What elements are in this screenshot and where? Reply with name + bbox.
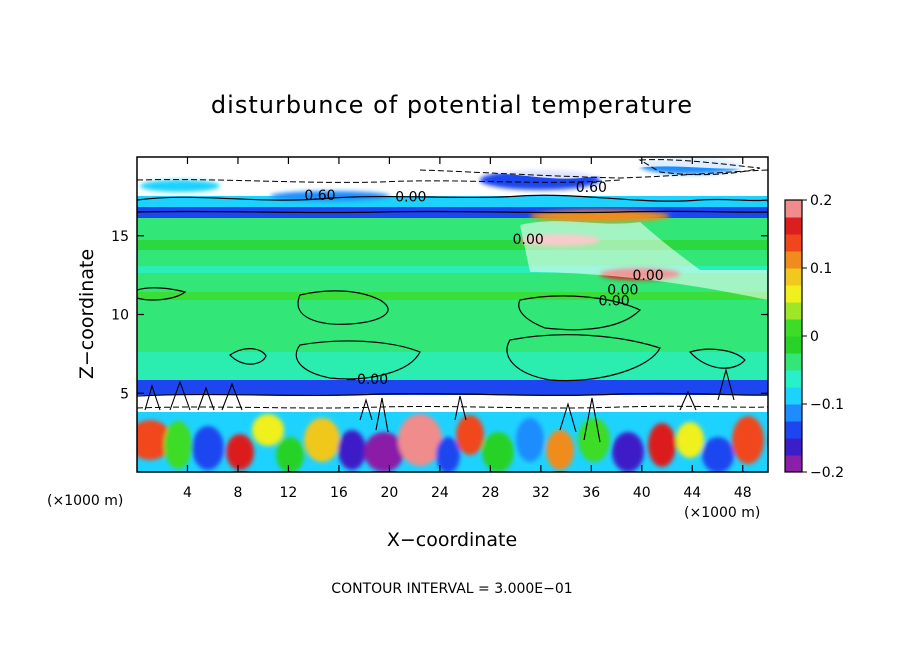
x-tick-label: 24 bbox=[431, 485, 449, 501]
y-axis-ticks: 5 10 15 bbox=[111, 229, 768, 402]
colorbar-swatch bbox=[785, 217, 802, 235]
contour-label: 0.00 bbox=[598, 293, 629, 309]
colorbar-swatch bbox=[785, 268, 802, 286]
colorbar-swatch bbox=[785, 319, 802, 337]
contour-label: 0.00 bbox=[395, 189, 426, 205]
colorbar-swatch bbox=[785, 387, 802, 405]
colorbar-swatch bbox=[785, 370, 802, 388]
x-tick-label: 36 bbox=[582, 485, 600, 501]
colorbar-swatch bbox=[785, 302, 802, 320]
y-tick-label: 5 bbox=[120, 386, 129, 402]
colorbar-swatch bbox=[785, 285, 802, 303]
contour-label: 0.60 bbox=[304, 188, 335, 204]
colorbar-tick-label: 0.1 bbox=[810, 261, 832, 277]
x-axis-label: X−coordinate bbox=[387, 529, 517, 551]
chart-title: disturbunce of potential temperature bbox=[211, 91, 693, 119]
contour-labels: 0.60 0.000.600.000.000.000.00−0.00 bbox=[304, 180, 663, 388]
field-band-green-2 bbox=[137, 292, 768, 300]
contour-label: 0.00 bbox=[513, 232, 544, 248]
field-band-blue-lower bbox=[137, 380, 768, 398]
colorbar-swatch bbox=[785, 404, 802, 422]
colorbar-swatch bbox=[785, 421, 802, 439]
colorbar-swatch bbox=[785, 200, 802, 218]
contour-interval-note: CONTOUR INTERVAL = 3.000E−01 bbox=[331, 581, 572, 597]
x-tick-label: 40 bbox=[633, 485, 651, 501]
colorbar-ticks: 0.2 0.1 0 −0.1 −0.2 bbox=[802, 193, 844, 481]
field-tropopause-blue bbox=[137, 207, 768, 219]
field-band-green-1 bbox=[137, 240, 768, 250]
colorbar-tick-label: −0.1 bbox=[810, 397, 844, 413]
colorbar-tick-label: 0 bbox=[810, 329, 819, 345]
x-tick-label: 16 bbox=[330, 485, 348, 501]
x-tick-label: 32 bbox=[532, 485, 550, 501]
y-axis-label: Z−coordinate bbox=[76, 249, 98, 379]
x-tick-label: 20 bbox=[380, 485, 398, 501]
colorbar bbox=[785, 200, 802, 473]
x-tick-label: 44 bbox=[683, 485, 701, 501]
contour-label: 0.00 bbox=[633, 268, 664, 284]
x-unit-left: (×1000 m) bbox=[47, 493, 123, 509]
colorbar-swatch bbox=[785, 336, 802, 354]
plot-area: 0.60 0.000.600.000.000.000.00−0.00 bbox=[137, 157, 768, 472]
x-axis-ticks: 4 8 12 16 20 24 28 32 36 40 44 48 bbox=[183, 157, 752, 501]
contour-label: 0.00 bbox=[607, 282, 638, 298]
x-tick-label: 28 bbox=[481, 485, 499, 501]
field-boundary-white bbox=[137, 395, 768, 415]
x-tick-label: 8 bbox=[233, 485, 242, 501]
colorbar-tick-label: 0.2 bbox=[810, 193, 832, 209]
field-band-cyan-lower bbox=[137, 352, 768, 382]
contour-label: −0.00 bbox=[345, 372, 388, 388]
colorbar-swatch bbox=[785, 251, 802, 269]
y-tick-label: 10 bbox=[111, 308, 129, 324]
y-tick-label: 15 bbox=[111, 229, 129, 245]
x-tick-label: 12 bbox=[280, 485, 298, 501]
colorbar-swatch bbox=[785, 438, 802, 456]
x-unit-right: (×1000 m) bbox=[684, 505, 760, 521]
contour-label: 0.60 bbox=[576, 180, 607, 196]
x-tick-label: 48 bbox=[734, 485, 752, 501]
field-band-cyan bbox=[137, 266, 768, 273]
colorbar-swatch bbox=[785, 234, 802, 252]
colorbar-tick-label: −0.2 bbox=[810, 465, 844, 481]
colorbar-swatch bbox=[785, 455, 802, 473]
colorbar-swatch bbox=[785, 353, 802, 371]
x-tick-label: 4 bbox=[183, 485, 192, 501]
